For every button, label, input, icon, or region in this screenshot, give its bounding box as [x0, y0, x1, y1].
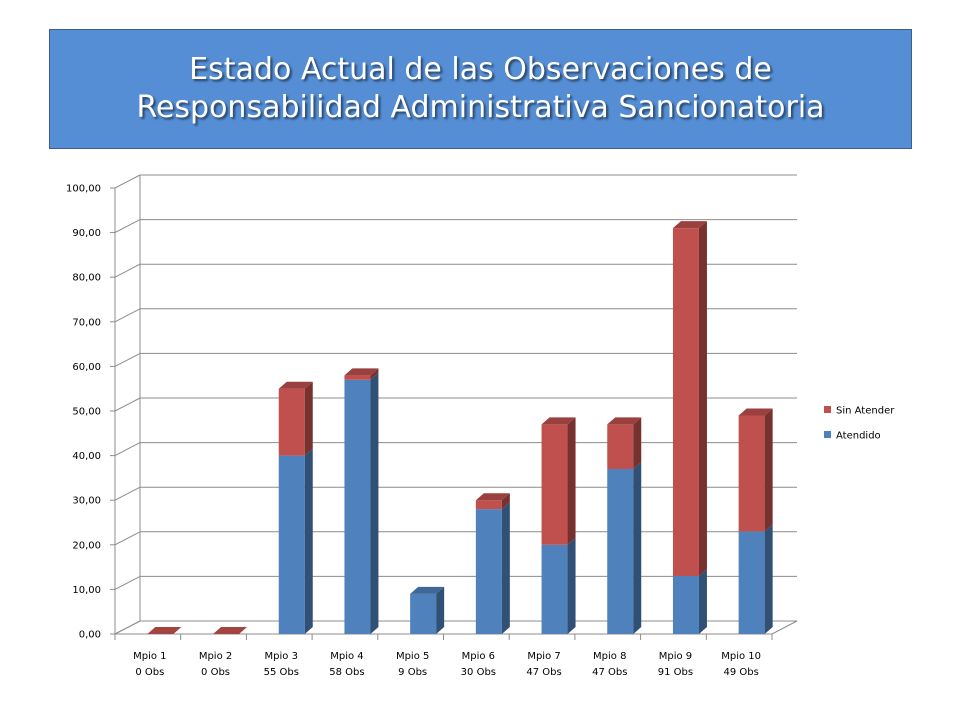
x-tick-sublabel: 58 Obs: [329, 667, 364, 678]
x-tick-sublabel: 30 Obs: [461, 667, 496, 678]
gridline-side: [114, 486, 141, 501]
bar-top: [278, 381, 313, 389]
gridline-side: [114, 397, 141, 412]
bar-zero-top: [147, 627, 182, 634]
x-tick-label: Mpio 1: [133, 651, 166, 662]
bar-top: [541, 417, 576, 425]
bar-zero-top: [213, 627, 248, 634]
chart-title-line-1: Estado Actual de las Observaciones de: [189, 52, 772, 87]
x-tick-sublabel: 91 Obs: [658, 667, 693, 678]
gridline-side: [114, 219, 141, 234]
bar-sin-atender-side: [764, 408, 773, 532]
x-tick-sublabel: 49 Obs: [723, 667, 758, 678]
legend-label: Sin Atender: [836, 406, 895, 417]
x-tick-label: Mpio 4: [330, 651, 363, 662]
y-tick-label: 0,00: [79, 630, 101, 641]
bar-atendido-side: [436, 586, 445, 634]
x-tick-sublabel: 0 Obs: [135, 667, 164, 678]
y-tick-label: 90,00: [72, 228, 101, 239]
bar-atendido: [344, 379, 371, 634]
bar-atendido: [541, 544, 568, 634]
bar-sin-atender: [475, 500, 502, 510]
y-tick-label: 10,00: [72, 585, 101, 596]
x-tick-label: Mpio 9: [659, 651, 692, 662]
x-tick-label: Mpio 2: [199, 651, 232, 662]
bar-sin-atender-side: [567, 417, 576, 545]
y-tick-label: 30,00: [72, 496, 101, 507]
bar-top: [344, 368, 379, 376]
y-tick-label: 50,00: [72, 407, 101, 418]
gridline-side: [114, 174, 141, 189]
y-tick-label: 40,00: [72, 451, 101, 462]
bar-atendido-side: [567, 537, 576, 634]
bar-atendido: [475, 509, 502, 634]
bar-atendido-side: [501, 502, 510, 634]
x-tick-sublabel: 0 Obs: [201, 667, 230, 678]
title-banner: Estado Actual de las Observaciones de Re…: [49, 29, 912, 149]
x-tick-sublabel: 47 Obs: [592, 667, 627, 678]
bar-atendido: [738, 531, 765, 634]
bar-atendido-side: [633, 461, 642, 634]
bar-sin-atender-side: [698, 221, 707, 577]
x-tick-sublabel: 9 Obs: [398, 667, 427, 678]
bar-sin-atender: [278, 388, 305, 456]
bar-sin-atender: [672, 228, 699, 577]
bar-sin-atender-side: [633, 417, 642, 469]
bar-atendido: [607, 468, 634, 634]
x-tick-label: Mpio 3: [265, 651, 298, 662]
y-tick-label: 70,00: [72, 317, 101, 328]
x-tick-label: Mpio 8: [593, 651, 626, 662]
bar-top: [738, 408, 773, 416]
bar-atendido: [672, 576, 699, 634]
gridline-side: [114, 575, 141, 590]
bar-sin-atender: [344, 375, 371, 380]
x-tick-sublabel: 55 Obs: [264, 667, 299, 678]
bar-top: [475, 493, 510, 501]
y-tick-label: 100,00: [66, 184, 101, 195]
x-tick-label: Mpio 7: [527, 651, 560, 662]
bar-atendido: [278, 455, 305, 634]
bar-sin-atender-side: [304, 381, 313, 456]
x-tick-label: Mpio 5: [396, 651, 429, 662]
legend-label: Atendido: [836, 431, 881, 442]
gridline-side: [114, 352, 141, 367]
bar-sin-atender: [738, 415, 765, 532]
bar-atendido: [410, 593, 437, 634]
y-tick-label: 60,00: [72, 362, 101, 373]
bar-sin-atender-side: [370, 368, 379, 380]
bar-sin-atender: [607, 424, 634, 469]
chart-title-line-2: Responsabilidad Administrativa Sancionat…: [136, 90, 825, 125]
bar-top: [410, 586, 445, 594]
bar-atendido-side: [698, 569, 707, 634]
gridline-side: [114, 531, 141, 546]
bar-top: [672, 221, 707, 229]
bar-atendido-side: [370, 372, 379, 634]
legend-swatch: [824, 406, 831, 413]
y-tick-label: 80,00: [72, 273, 101, 284]
bar-atendido-side: [304, 448, 313, 634]
gridline-side: [114, 442, 141, 457]
x-tick-label: Mpio 10: [721, 651, 761, 662]
bar-sin-atender-side: [501, 493, 510, 510]
gridline-side: [114, 263, 141, 278]
bar-atendido-side: [764, 524, 773, 634]
gridline-side: [114, 308, 141, 323]
bar-sin-atender: [541, 424, 568, 545]
x-tick-sublabel: 47 Obs: [526, 667, 561, 678]
bar-top: [607, 417, 642, 425]
y-tick-label: 20,00: [72, 540, 101, 551]
legend-swatch: [824, 431, 831, 438]
x-tick-label: Mpio 6: [462, 651, 495, 662]
